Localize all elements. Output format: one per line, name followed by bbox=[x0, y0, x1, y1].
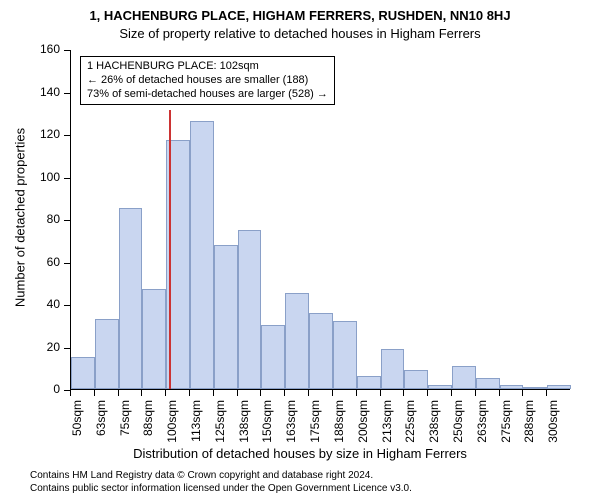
x-tick-label: 213sqm bbox=[380, 400, 394, 450]
x-tick-mark bbox=[403, 390, 404, 396]
x-tick-mark bbox=[308, 390, 309, 396]
x-tick-label: 275sqm bbox=[499, 400, 513, 450]
annotation-line: 1 HACHENBURG PLACE: 102sqm bbox=[87, 60, 328, 74]
histogram-bar bbox=[357, 376, 381, 389]
x-tick-label: 188sqm bbox=[332, 400, 346, 450]
histogram-bar bbox=[285, 293, 309, 389]
annotation-line: ← 26% of detached houses are smaller (18… bbox=[87, 74, 328, 88]
y-tick-label: 100 bbox=[0, 170, 60, 184]
footer-line: Contains HM Land Registry data © Crown c… bbox=[30, 470, 412, 483]
histogram-bar bbox=[500, 385, 524, 389]
histogram-bar bbox=[238, 230, 262, 389]
footer-line: Contains public sector information licen… bbox=[30, 483, 412, 496]
histogram-bar bbox=[547, 385, 571, 389]
y-axis-label: Number of detached properties bbox=[13, 78, 28, 358]
x-tick-label: 50sqm bbox=[70, 400, 84, 450]
y-tick-label: 20 bbox=[0, 340, 60, 354]
y-tick-label: 60 bbox=[0, 255, 60, 269]
y-tick-mark bbox=[64, 263, 70, 264]
y-tick-mark bbox=[64, 220, 70, 221]
x-tick-mark bbox=[380, 390, 381, 396]
x-tick-label: 250sqm bbox=[451, 400, 465, 450]
x-tick-mark bbox=[427, 390, 428, 396]
x-tick-label: 125sqm bbox=[213, 400, 227, 450]
y-tick-label: 160 bbox=[0, 42, 60, 56]
x-tick-label: 63sqm bbox=[94, 400, 108, 450]
x-tick-mark bbox=[332, 390, 333, 396]
histogram-bar bbox=[404, 370, 428, 389]
annotation-box: 1 HACHENBURG PLACE: 102sqm← 26% of detac… bbox=[80, 56, 335, 105]
x-tick-mark bbox=[118, 390, 119, 396]
footer-attribution: Contains HM Land Registry data © Crown c… bbox=[30, 470, 412, 495]
x-tick-label: 200sqm bbox=[356, 400, 370, 450]
x-tick-mark bbox=[284, 390, 285, 396]
chart-subtitle: Size of property relative to detached ho… bbox=[0, 26, 600, 41]
histogram-bar bbox=[95, 319, 119, 389]
x-tick-mark bbox=[356, 390, 357, 396]
x-tick-mark bbox=[260, 390, 261, 396]
y-tick-mark bbox=[64, 135, 70, 136]
x-tick-label: 88sqm bbox=[141, 400, 155, 450]
histogram-bar bbox=[71, 357, 95, 389]
y-tick-label: 120 bbox=[0, 127, 60, 141]
x-tick-label: 138sqm bbox=[237, 400, 251, 450]
y-tick-mark bbox=[64, 305, 70, 306]
histogram-bar bbox=[452, 366, 476, 389]
histogram-bar bbox=[261, 325, 285, 389]
x-tick-mark bbox=[546, 390, 547, 396]
annotation-line: 73% of semi-detached houses are larger (… bbox=[87, 88, 328, 102]
histogram-bar bbox=[119, 208, 143, 389]
x-tick-mark bbox=[522, 390, 523, 396]
y-tick-mark bbox=[64, 178, 70, 179]
histogram-bar bbox=[190, 121, 214, 389]
histogram-bar bbox=[333, 321, 357, 389]
x-tick-mark bbox=[70, 390, 71, 396]
x-tick-label: 238sqm bbox=[427, 400, 441, 450]
x-tick-label: 75sqm bbox=[118, 400, 132, 450]
x-tick-label: 175sqm bbox=[308, 400, 322, 450]
x-tick-label: 113sqm bbox=[189, 400, 203, 450]
y-tick-label: 0 bbox=[0, 382, 60, 396]
histogram-bar bbox=[523, 387, 547, 389]
x-tick-mark bbox=[451, 390, 452, 396]
y-tick-mark bbox=[64, 50, 70, 51]
x-tick-label: 300sqm bbox=[546, 400, 560, 450]
x-tick-mark bbox=[213, 390, 214, 396]
x-tick-mark bbox=[475, 390, 476, 396]
x-tick-label: 100sqm bbox=[165, 400, 179, 450]
histogram-bar bbox=[476, 378, 500, 389]
x-tick-mark bbox=[237, 390, 238, 396]
x-tick-mark bbox=[189, 390, 190, 396]
x-tick-mark bbox=[94, 390, 95, 396]
x-tick-mark bbox=[141, 390, 142, 396]
y-tick-mark bbox=[64, 348, 70, 349]
y-tick-label: 140 bbox=[0, 85, 60, 99]
chart-title: 1, HACHENBURG PLACE, HIGHAM FERRERS, RUS… bbox=[0, 8, 600, 23]
histogram-bar bbox=[428, 385, 452, 389]
x-tick-label: 225sqm bbox=[403, 400, 417, 450]
y-tick-label: 80 bbox=[0, 212, 60, 226]
x-tick-label: 263sqm bbox=[475, 400, 489, 450]
histogram-bar bbox=[214, 245, 238, 390]
histogram-bar bbox=[309, 313, 333, 390]
x-axis-label: Distribution of detached houses by size … bbox=[0, 446, 600, 461]
y-tick-label: 40 bbox=[0, 297, 60, 311]
histogram-bar bbox=[142, 289, 166, 389]
histogram-bar bbox=[381, 349, 405, 389]
y-tick-mark bbox=[64, 93, 70, 94]
x-tick-label: 288sqm bbox=[522, 400, 536, 450]
x-tick-label: 163sqm bbox=[284, 400, 298, 450]
x-tick-mark bbox=[499, 390, 500, 396]
x-tick-label: 150sqm bbox=[260, 400, 274, 450]
x-tick-mark bbox=[165, 390, 166, 396]
marker-line bbox=[169, 110, 171, 389]
